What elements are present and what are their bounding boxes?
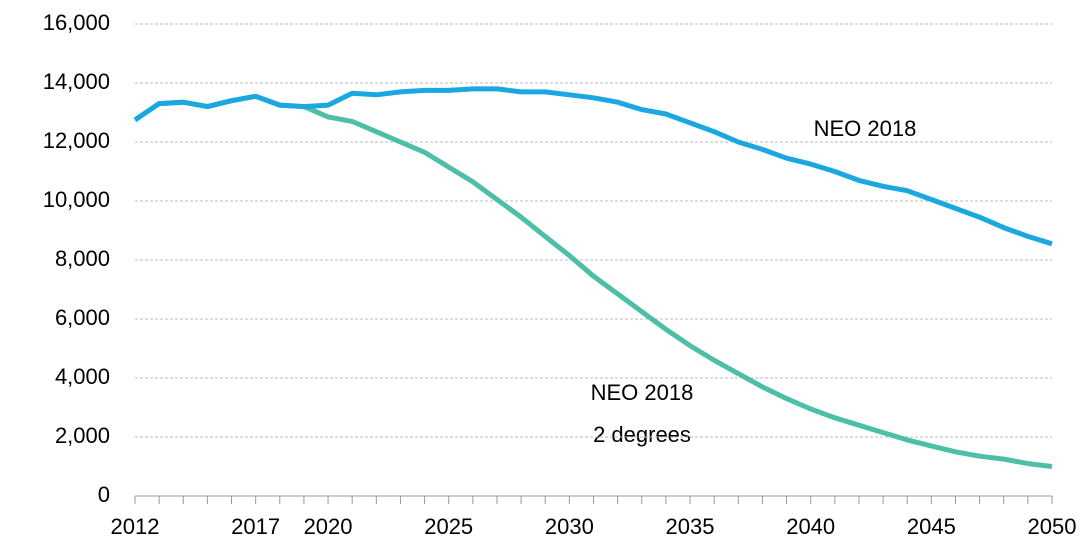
x-tick-label: 2050 [1028, 514, 1077, 539]
x-tick-label: 2040 [786, 514, 835, 539]
y-tick-label: 14,000 [43, 69, 110, 94]
y-tick-label: 4,000 [55, 364, 110, 389]
x-tick-label: 2030 [545, 514, 594, 539]
x-tick-label: 2025 [424, 514, 473, 539]
x-tick-label: 2017 [231, 514, 280, 539]
series-label: NEO 2018 [814, 116, 917, 141]
y-tick-label: 2,000 [55, 423, 110, 448]
series-line [133, 93, 1053, 469]
y-tick-label: 10,000 [43, 187, 110, 212]
y-tick-label: 8,000 [55, 246, 110, 271]
y-tick-label: 16,000 [43, 10, 110, 35]
x-tick-label: 2035 [666, 514, 715, 539]
y-tick-label: 6,000 [55, 305, 110, 330]
y-tick-label: 12,000 [43, 128, 110, 153]
series-label: NEO 2018 [591, 380, 694, 405]
series-label: 2 degrees [593, 422, 691, 447]
x-tick-label: 2020 [304, 514, 353, 539]
x-tick-label: 2012 [111, 514, 160, 539]
series-line [133, 86, 1053, 247]
y-tick-label: 0 [98, 482, 110, 507]
x-tick-label: 2045 [907, 514, 956, 539]
